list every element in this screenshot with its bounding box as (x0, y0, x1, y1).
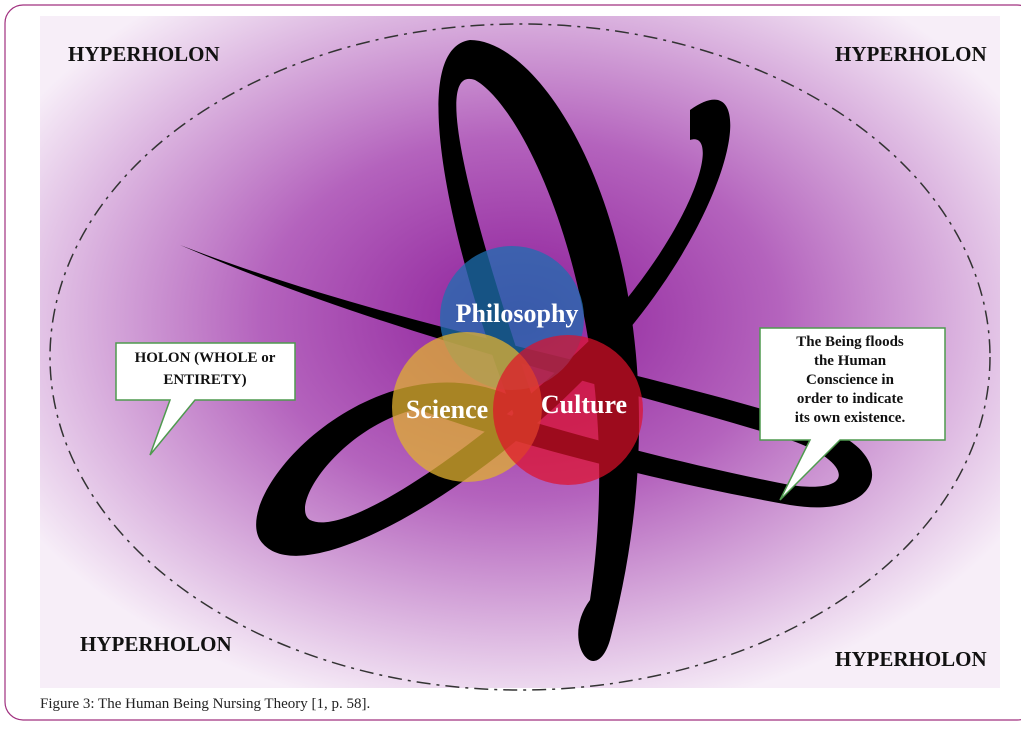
figure: Philosophy Science Culture HYPERHOLON HY… (0, 0, 1021, 729)
callout-text: ENTIRETY) (163, 372, 246, 388)
corner-label: HYPERHOLON (80, 632, 232, 656)
callout-text: The Being floods (796, 334, 904, 350)
callout-text: its own existence. (795, 410, 906, 426)
circle-label: Science (406, 395, 488, 424)
corner-label: HYPERHOLON (68, 42, 220, 66)
callout-text: HOLON (WHOLE or (135, 350, 276, 366)
callout-text: the Human (814, 353, 887, 369)
callout-text: order to indicate (797, 391, 904, 407)
corner-label: HYPERHOLON (835, 42, 987, 66)
caption: Figure 3: The Human Being Nursing Theory… (40, 696, 370, 712)
page: Philosophy Science Culture HYPERHOLON HY… (0, 0, 1021, 729)
corner-label: HYPERHOLON (835, 647, 987, 671)
circle-label: Culture (541, 390, 627, 419)
circle-label: Philosophy (456, 299, 579, 328)
callout-text: Conscience in (806, 372, 895, 388)
